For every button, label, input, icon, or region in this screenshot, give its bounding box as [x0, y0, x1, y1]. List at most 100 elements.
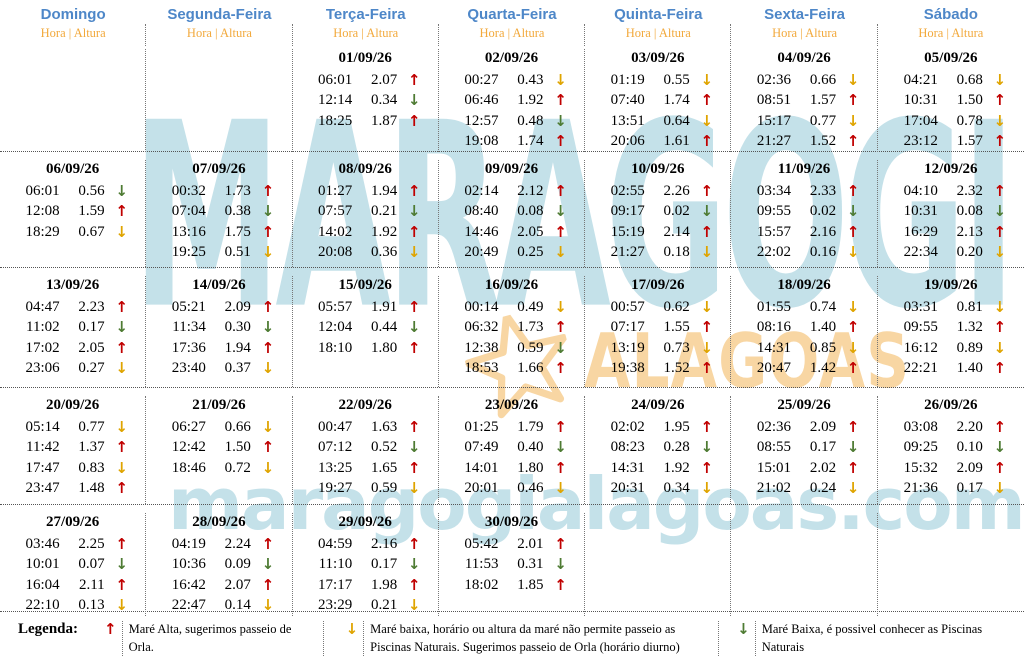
tide-height: 2.09	[809, 419, 837, 435]
tide-up-arrow-icon: ↑	[407, 338, 421, 357]
tide-row: 14:02 1.92 ↑	[293, 222, 438, 242]
date-label: 09/09/26	[484, 161, 539, 177]
day-cell: 23/09/26 01:25 1.79 ↑ 07:49 0.40 ↓ 14:01 1.80 ↑ 20…	[439, 396, 586, 504]
date-label: 26/09/26	[924, 397, 978, 413]
tide-down-arrow-icon: ↓	[700, 338, 714, 357]
tide-down-arrow-icon: ↓	[993, 338, 1007, 357]
tide-height: 2.26	[663, 183, 690, 199]
date-label: 28/09/26	[192, 514, 246, 530]
up-arrow-icon: ↑	[104, 620, 117, 638]
tide-down-arrow-icon: ↓	[993, 71, 1007, 89]
tide-time: 19:27	[318, 480, 353, 497]
tide-time: 20:49	[464, 244, 499, 261]
tide-height: 1.50	[956, 92, 983, 109]
tide-up-arrow-icon: ↑	[261, 298, 275, 316]
tide-height: 1.80	[517, 459, 544, 476]
tide-height: 1.61	[663, 133, 690, 150]
empty-day-cell	[731, 513, 878, 616]
tide-height: 1.74	[663, 92, 690, 109]
tide-time: 12:57	[464, 112, 499, 129]
tide-row: 23:06 0.27 ↓	[0, 358, 145, 378]
tide-height: 1.59	[78, 203, 105, 220]
day-cell: 05/09/26 04:21 0.68 ↓ 10:31 1.50 ↑ 17:04 0.78 ↓ 23…	[878, 49, 1024, 152]
tide-time: 20:31	[610, 480, 645, 497]
tide-height: 1.80	[370, 339, 398, 356]
tide-time: 05:21	[171, 299, 206, 315]
weekday-label: Sábado	[923, 6, 978, 23]
tide-time: 05:57	[318, 299, 353, 315]
tide-row: 13:51 0.64 ↓	[585, 111, 730, 131]
tide-row: 14:31 1.92 ↑	[585, 458, 730, 478]
tide-up-arrow-icon: ↑	[407, 222, 421, 241]
hora-altura-label: Hora | Altura	[333, 26, 399, 40]
tide-up-arrow-icon: ↑	[554, 318, 567, 337]
day-cell: 10/09/26 02:55 2.26 ↑ 09:17 0.02 ↓ 15:19 2.14 ↑ 21…	[585, 160, 732, 267]
tide-time: 17:17	[318, 576, 353, 593]
tide-height: 0.14	[224, 597, 251, 614]
tide-time: 10:36	[171, 556, 206, 573]
day-cell: 22/09/26 00:47 1.63 ↑ 07:12 0.52 ↓ 13:25 1.65 ↑ 19…	[293, 396, 439, 504]
tide-down-arrow-icon: ↓	[407, 479, 421, 498]
week-row: 01/09/26 06:01 2.07 ↑ 12:14 0.34 ↓ 18:25 1.87 ↑ 02…	[0, 46, 1024, 152]
day-cell: 07/09/26 00:32 1.73 ↑ 07:04 0.38 ↓ 13:16 1.75 ↑ 19…	[146, 160, 293, 267]
tide-time: 15:57	[756, 223, 792, 240]
tide-time: 13:19	[610, 339, 645, 356]
tide-row: 04:59 2.16 ↑	[293, 534, 438, 554]
tide-row: 09:17 0.02 ↓	[585, 201, 730, 221]
tide-height: 1.87	[370, 112, 398, 129]
tide-time: 04:47	[25, 299, 60, 315]
tide-height: 0.28	[663, 439, 690, 456]
tide-row: 16:04 2.11 ↑	[0, 575, 145, 595]
tide-row: 11:02 0.17 ↓	[0, 317, 145, 337]
tide-up-arrow-icon: ↑	[261, 535, 275, 553]
tide-row: 05:14 0.77 ↓	[0, 417, 145, 437]
tide-row: 15:32 2.09 ↑	[878, 458, 1024, 478]
tide-height: 1.42	[809, 360, 837, 377]
tide-row: 00:57 0.62 ↓	[585, 297, 730, 317]
tide-height: 0.10	[956, 439, 983, 456]
weekday-label: Quarta-Feira	[467, 6, 557, 23]
tide-time: 18:29	[25, 223, 60, 240]
week-row: 27/09/26 03:46 2.25 ↑ 10:01 0.07 ↓ 16:04 2.11 ↑ 22…	[0, 505, 1024, 616]
tide-row: 04:10 2.32 ↑	[878, 181, 1024, 201]
tide-height: 0.51	[224, 244, 251, 261]
tide-time: 19:08	[464, 133, 499, 150]
tide-down-arrow-icon: ↓	[846, 71, 860, 89]
tide-height: 1.91	[370, 299, 398, 315]
tide-row: 12:42 1.50 ↑	[146, 437, 291, 457]
tide-row: 01:25 1.79 ↑	[439, 417, 584, 437]
tide-row: 03:31 0.81 ↓	[878, 297, 1024, 317]
tide-height: 0.21	[370, 597, 398, 614]
tide-height: 2.07	[370, 72, 398, 88]
tide-up-arrow-icon: ↑	[115, 338, 128, 357]
tide-height: 0.64	[663, 112, 690, 129]
tide-row: 15:57 2.16 ↑	[731, 222, 876, 242]
tide-row: 11:34 0.30 ↓	[146, 317, 291, 337]
tide-height: 1.52	[663, 360, 690, 377]
tide-height: 0.66	[224, 419, 251, 435]
tide-time: 02:02	[610, 419, 645, 435]
tide-height: 1.55	[663, 319, 690, 336]
tide-row: 06:46 1.92 ↑	[439, 90, 584, 110]
tide-time: 19:25	[171, 244, 206, 261]
tide-down-arrow-icon: ↓	[993, 111, 1007, 130]
date-label: 08/09/26	[338, 161, 392, 177]
tide-time: 13:51	[610, 112, 645, 129]
tide-row: 22:21 1.40 ↑	[878, 358, 1024, 378]
tide-up-arrow-icon: ↑	[993, 458, 1007, 477]
tide-height: 2.13	[956, 223, 983, 240]
tide-up-arrow-icon: ↑	[846, 132, 860, 151]
week-row: 13/09/26 04:47 2.23 ↑ 11:02 0.17 ↓ 17:02 2.05 ↑ 23…	[0, 268, 1024, 388]
tide-row: 22:02 0.16 ↓	[731, 242, 876, 262]
tide-row: 17:47 0.83 ↓	[0, 458, 145, 478]
tide-height: 2.09	[956, 459, 983, 476]
tide-row: 22:10 0.13 ↓	[0, 595, 145, 615]
tide-height: 2.20	[956, 419, 983, 435]
tide-row: 06:32 1.73 ↑	[439, 317, 584, 337]
tide-time: 00:47	[318, 419, 353, 435]
date-label: 06/09/26	[45, 161, 100, 177]
day-cell: 09/09/26 02:14 2.12 ↑ 08:40 0.08 ↓ 14:46 2.05 ↑ 20…	[439, 160, 586, 267]
tide-row: 12:57 0.48 ↓	[439, 111, 584, 131]
tide-up-arrow-icon: ↑	[115, 535, 128, 553]
tide-up-arrow-icon: ↑	[993, 222, 1007, 241]
